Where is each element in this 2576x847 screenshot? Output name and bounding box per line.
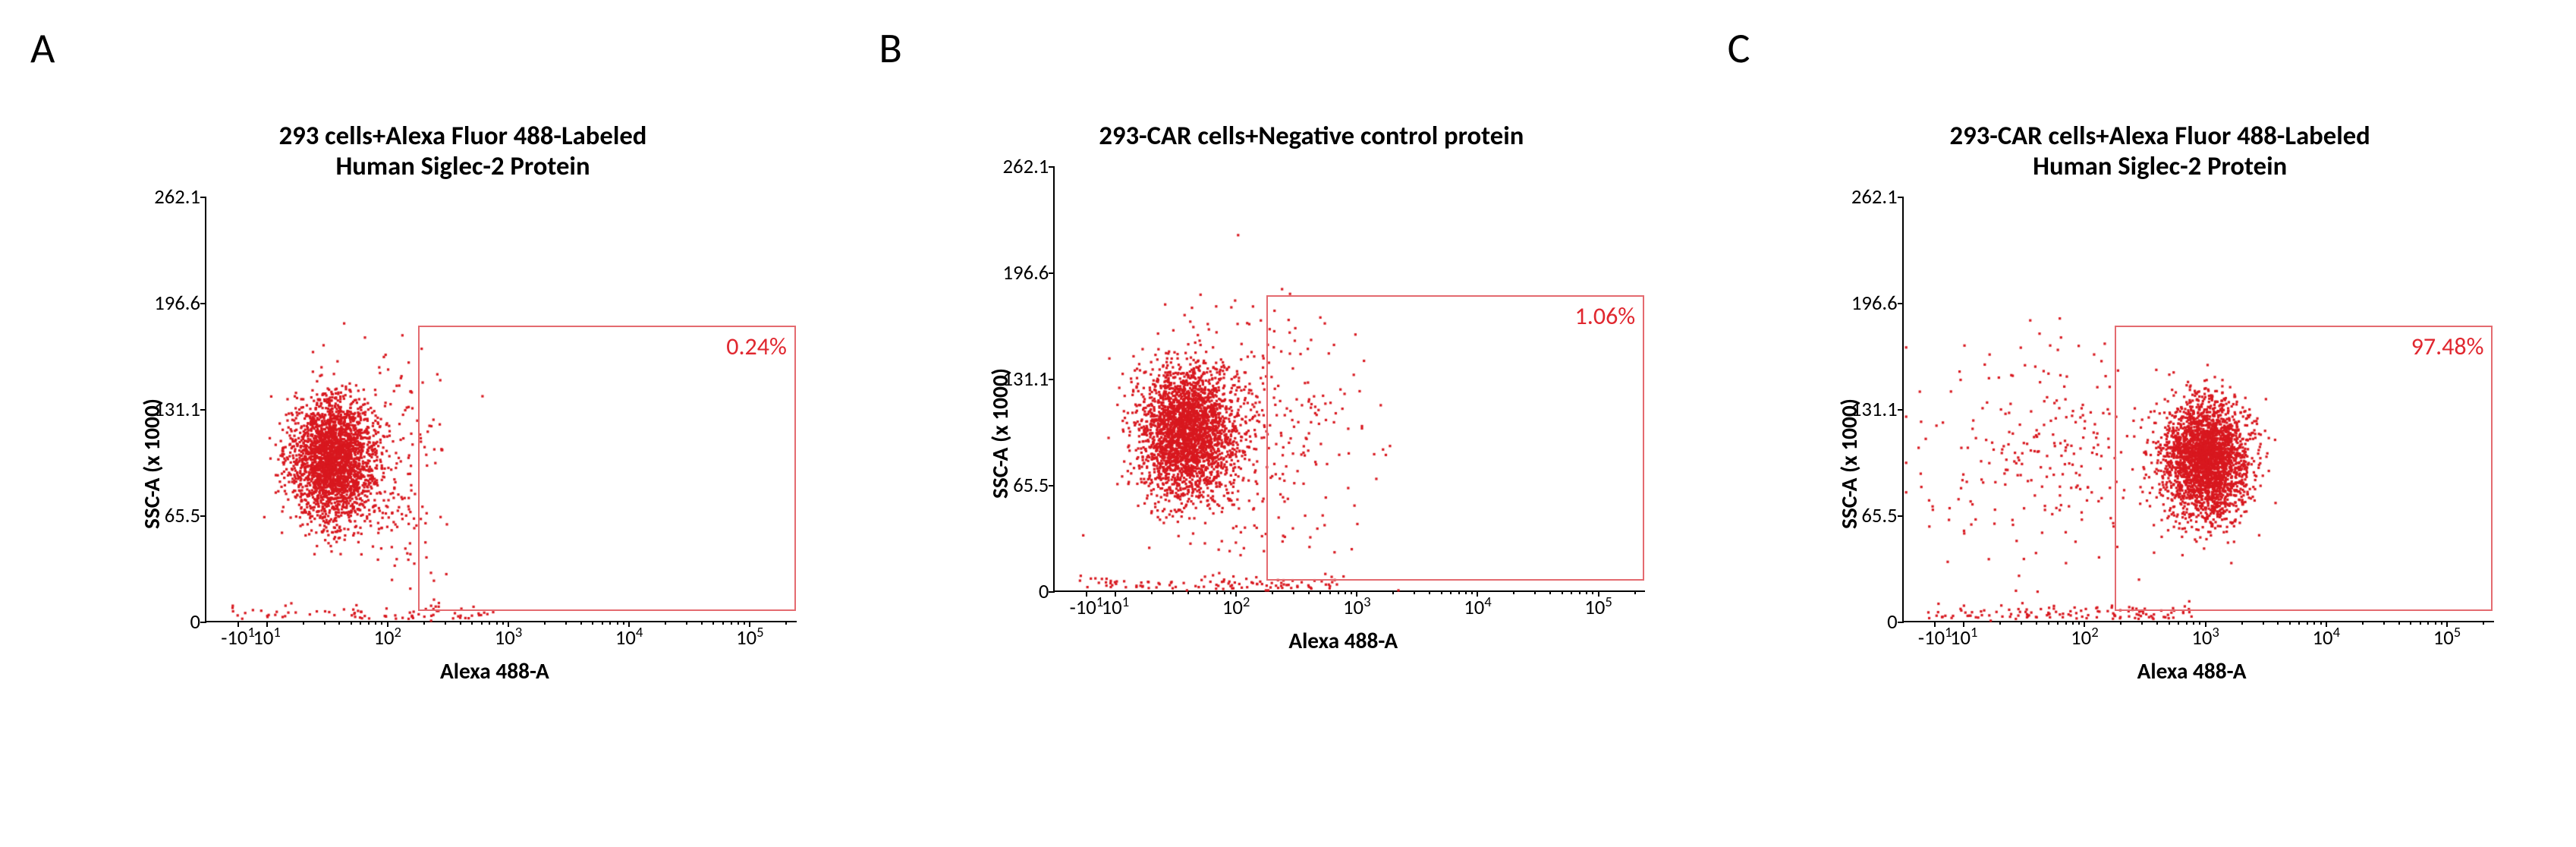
tick-mark-y xyxy=(1898,197,1904,198)
panel-letter-b: B xyxy=(879,23,901,74)
tick-mark-y xyxy=(1898,622,1904,623)
y-tick-label: 196.6 xyxy=(1851,291,1904,316)
tick-mark-y xyxy=(1898,303,1904,304)
tick-mark-y xyxy=(1049,485,1055,486)
figure-root: A 293 cells+Alexa Fluor 488-Labeled Huma… xyxy=(0,0,2576,847)
gate-region xyxy=(2115,326,2493,611)
tick-mark-y xyxy=(200,515,206,517)
panel-letter-c: C xyxy=(1728,23,1750,74)
panel-letter-a: A xyxy=(30,23,55,74)
gate-percent-label: 0.24% xyxy=(726,332,787,361)
tick-mark-y xyxy=(1898,409,1904,411)
x-axis-label: Alexa 488-A xyxy=(1288,627,1398,654)
panel-b-chart: 293-CAR cells+Negative control protein 06… xyxy=(970,121,1653,668)
tick-mark-y xyxy=(1049,591,1055,593)
panel-c-chart: 293-CAR cells+Alexa Fluor 488-Labeled Hu… xyxy=(1819,121,2502,698)
chart-title: 293-CAR cells+Negative control protein xyxy=(970,121,1653,152)
panel-b: B 293-CAR cells+Negative control protein… xyxy=(879,23,1697,824)
y-axis-label: SSC-A (x 1000) xyxy=(138,398,165,529)
tick-mark-y xyxy=(200,197,206,198)
plot-box: 065.5131.1196.6262.1-1011011021031041051… xyxy=(970,159,1668,668)
y-axis-label: SSC-A (x 1000) xyxy=(1835,398,1863,529)
gate-percent-label: 97.48% xyxy=(2411,332,2484,361)
y-tick-label: 262.1 xyxy=(1003,155,1055,179)
gate-region xyxy=(418,326,796,611)
tick-mark-y xyxy=(1049,379,1055,380)
tick-mark-y xyxy=(1049,272,1055,274)
chart-title: 293 cells+Alexa Fluor 488-Labeled Human … xyxy=(121,121,804,182)
plot-box: 065.5131.1196.6262.1-1011011021031041050… xyxy=(121,190,819,698)
gate-region xyxy=(1266,295,1644,581)
y-axis-label: SSC-A (x 1000) xyxy=(986,368,1014,499)
chart-title: 293-CAR cells+Alexa Fluor 488-Labeled Hu… xyxy=(1819,121,2502,182)
y-tick-label: 262.1 xyxy=(154,185,206,209)
tick-mark-y xyxy=(200,409,206,411)
plot-box: 065.5131.1196.6262.1-1011011021031041059… xyxy=(1819,190,2517,698)
x-axis-label: Alexa 488-A xyxy=(440,657,549,685)
y-tick-label: 262.1 xyxy=(1851,185,1904,209)
tick-mark-y xyxy=(200,622,206,623)
plot-area: 065.5131.1196.6262.1-1011011021031041059… xyxy=(1902,197,2494,622)
x-axis-label: Alexa 488-A xyxy=(2137,657,2247,685)
tick-mark-y xyxy=(200,303,206,304)
panel-a-chart: 293 cells+Alexa Fluor 488-Labeled Human … xyxy=(121,121,804,698)
tick-mark-y xyxy=(1898,515,1904,517)
tick-mark-y xyxy=(1049,166,1055,168)
plot-area: 065.5131.1196.6262.1-1011011021031041050… xyxy=(205,197,797,622)
y-tick-label: 196.6 xyxy=(1003,261,1055,285)
panel-a: A 293 cells+Alexa Fluor 488-Labeled Huma… xyxy=(30,23,848,824)
y-tick-label: 196.6 xyxy=(154,291,206,316)
plot-area: 065.5131.1196.6262.1-1011011021031041051… xyxy=(1053,167,1645,592)
gate-percent-label: 1.06% xyxy=(1575,301,1636,331)
panel-c: C 293-CAR cells+Alexa Fluor 488-Labeled … xyxy=(1728,23,2546,824)
